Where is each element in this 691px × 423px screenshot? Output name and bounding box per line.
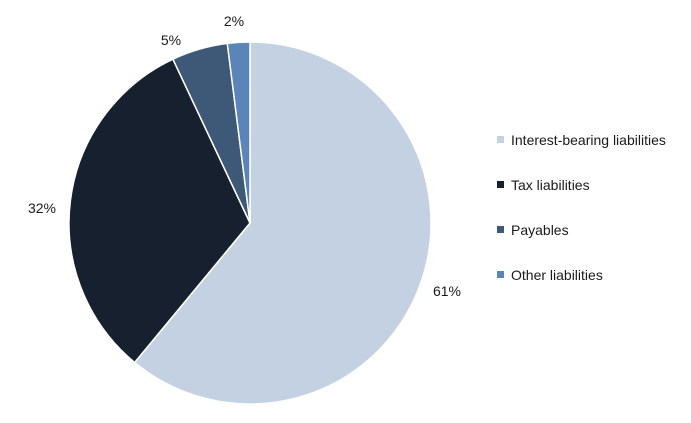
legend-label: Payables xyxy=(511,221,569,238)
slice-value-label: 2% xyxy=(224,13,244,29)
pie-slice-tax-liabilities xyxy=(68,58,251,364)
legend-swatch xyxy=(497,271,504,278)
legend-label: Other liabilities xyxy=(511,266,603,283)
legend-item-interest-bearing: Interest-bearing liabilities xyxy=(497,128,666,151)
legend-swatch xyxy=(497,226,504,233)
legend-item-other: Other liabilities xyxy=(497,263,666,286)
pie-slice-interest-bearing-liabilities xyxy=(133,41,432,405)
legend-swatch xyxy=(497,181,504,188)
legend-item-tax: Tax liabilities xyxy=(497,173,666,196)
slice-value-label: 5% xyxy=(161,32,181,48)
legend-label: Interest-bearing liabilities xyxy=(511,131,666,148)
slice-value-label: 32% xyxy=(28,200,56,216)
legend-item-payables: Payables xyxy=(497,218,666,241)
slice-value-label: 61% xyxy=(433,283,461,299)
legend-swatch xyxy=(497,136,504,143)
legend-label: Tax liabilities xyxy=(511,176,590,193)
legend: Interest-bearing liabilities Tax liabili… xyxy=(497,128,666,308)
pie-slice-other-liabilities xyxy=(226,41,251,224)
